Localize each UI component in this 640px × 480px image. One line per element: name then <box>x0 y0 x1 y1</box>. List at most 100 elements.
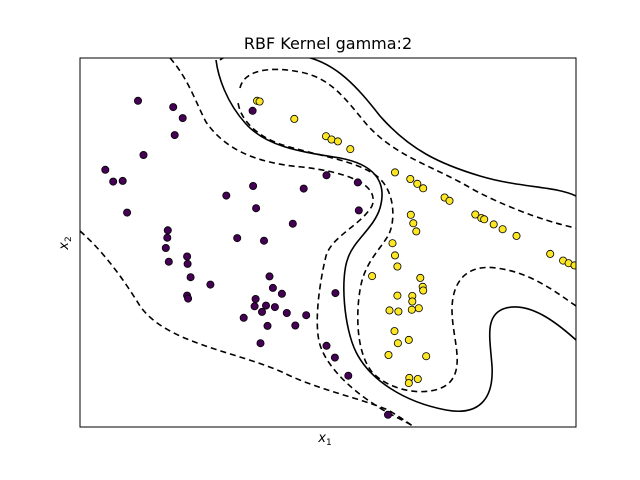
plot-frame <box>79 57 577 428</box>
point-class0-46 <box>331 289 340 298</box>
point-class0-37 <box>330 353 339 362</box>
point-class0-43 <box>322 171 331 180</box>
margin-contour-right-lower <box>237 101 576 393</box>
point-class0-28 <box>239 313 248 322</box>
point-class1-37 <box>407 305 416 314</box>
point-class0-5 <box>101 165 110 174</box>
point-class1-17 <box>498 225 507 234</box>
margin-contour-right-upper <box>239 68 576 229</box>
margin-contour-left-lower <box>80 230 416 427</box>
point-class0-44 <box>353 178 362 187</box>
point-class1-39 <box>385 306 394 315</box>
decision-boundary <box>215 59 576 412</box>
point-class0-48 <box>383 410 392 419</box>
point-class0-29 <box>263 321 272 330</box>
decision-contours <box>80 58 576 427</box>
point-class0-38 <box>248 106 257 115</box>
point-class0-45 <box>354 206 363 215</box>
point-class0-10 <box>163 233 172 242</box>
point-class0-12 <box>164 257 173 266</box>
decision-boundary-upper <box>219 58 576 197</box>
point-class0-11 <box>161 243 170 252</box>
point-class1-15 <box>480 215 489 224</box>
point-class1-42 <box>404 335 413 344</box>
point-class1-16 <box>489 220 498 229</box>
point-class0-39 <box>249 181 258 190</box>
point-class0-31 <box>277 289 286 298</box>
point-class0-24 <box>251 294 260 303</box>
point-class0-27 <box>250 302 259 311</box>
point-class1-1 <box>255 97 264 106</box>
point-class1-35 <box>408 297 417 306</box>
point-class1-43 <box>422 352 431 361</box>
point-class0-14 <box>183 259 192 268</box>
point-class1-25 <box>412 227 421 236</box>
point-class1-19 <box>546 249 555 258</box>
point-class0-4 <box>139 150 148 159</box>
y-axis-label-sub: 2 <box>64 236 74 242</box>
point-class1-38 <box>394 307 403 316</box>
point-class1-5 <box>333 137 342 146</box>
point-class0-0 <box>133 96 142 105</box>
point-class1-8 <box>406 174 415 183</box>
point-class1-18 <box>512 231 521 240</box>
point-class0-20 <box>222 191 231 200</box>
point-class1-33 <box>393 291 402 300</box>
y-axis-label-main: x <box>57 242 72 251</box>
point-class1-2 <box>290 114 299 123</box>
x-axis-label: x1 <box>317 431 331 448</box>
point-class0-25 <box>261 301 270 310</box>
point-class1-32 <box>419 286 428 295</box>
point-class0-41 <box>288 219 297 228</box>
point-class0-26 <box>257 307 266 316</box>
point-class1-41 <box>393 339 402 348</box>
point-class0-9 <box>163 226 172 235</box>
x-axis-label-sub: 1 <box>326 438 332 448</box>
point-class0-22 <box>265 272 274 281</box>
point-class1-44 <box>384 350 393 359</box>
point-class0-1 <box>169 103 178 112</box>
point-class0-6 <box>109 177 118 186</box>
point-class0-23 <box>268 283 277 292</box>
point-class0-32 <box>282 308 291 317</box>
point-class0-40 <box>259 236 268 245</box>
point-class1-7 <box>390 168 399 177</box>
point-class0-8 <box>123 208 132 217</box>
margin-contour-left-upper <box>169 58 417 427</box>
point-class1-27 <box>390 251 399 260</box>
point-class1-28 <box>393 262 402 271</box>
point-class1-6 <box>346 145 355 154</box>
point-class1-36 <box>414 304 423 313</box>
point-class1-10 <box>419 184 428 193</box>
chart-title: RBF Kernel gamma:2 <box>244 34 412 53</box>
point-class0-33 <box>256 339 265 348</box>
point-class1-22 <box>570 261 576 270</box>
point-class0-47 <box>344 371 353 380</box>
point-class0-30 <box>270 303 279 312</box>
point-class1-9 <box>413 179 422 188</box>
point-class0-7 <box>118 176 127 185</box>
point-class1-46 <box>404 379 413 388</box>
point-class0-15 <box>186 273 195 282</box>
point-class0-17 <box>184 294 193 303</box>
point-class1-47 <box>413 374 422 383</box>
point-class1-23 <box>406 210 415 219</box>
point-class0-36 <box>322 341 331 350</box>
scatter-points <box>101 96 576 419</box>
point-class1-29 <box>368 272 377 281</box>
point-class0-35 <box>302 311 311 320</box>
point-class0-18 <box>206 280 215 289</box>
point-class0-3 <box>170 131 179 140</box>
point-class0-19 <box>233 234 242 243</box>
point-class1-24 <box>409 219 418 228</box>
point-class1-13 <box>471 210 480 219</box>
point-class0-21 <box>252 204 261 213</box>
y-axis-label: x2 <box>57 236 74 250</box>
point-class0-42 <box>299 184 308 193</box>
point-class1-26 <box>388 239 397 248</box>
point-class0-13 <box>183 252 192 261</box>
point-class0-34 <box>291 321 300 330</box>
x-axis-label-main: x <box>317 431 326 446</box>
